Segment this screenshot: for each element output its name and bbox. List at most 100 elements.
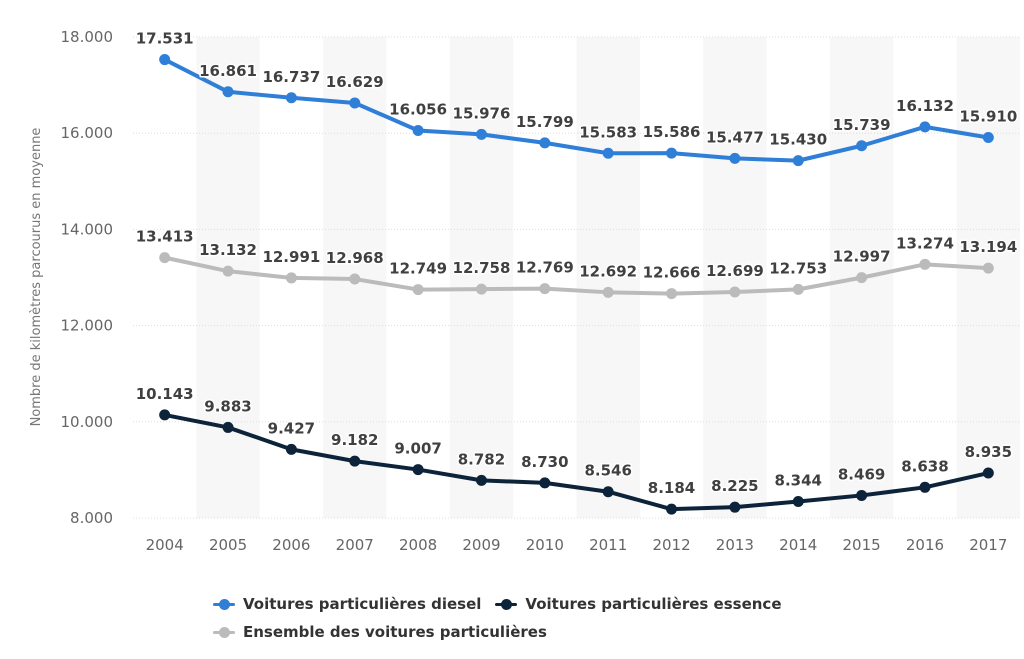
y-tick-label: 8.000 — [70, 509, 113, 527]
data-label: 8.225 — [711, 477, 758, 495]
x-tick-label: 2012 — [652, 536, 690, 554]
data-point[interactable] — [856, 489, 868, 501]
data-label: 16.737 — [262, 68, 320, 86]
data-label: 9.427 — [268, 419, 315, 437]
data-point[interactable] — [602, 147, 614, 159]
data-label: 15.477 — [706, 128, 764, 146]
y-tick-label: 12.000 — [61, 317, 114, 335]
data-point[interactable] — [412, 464, 424, 476]
data-point[interactable] — [982, 262, 994, 274]
data-point[interactable] — [539, 137, 551, 149]
legend-item-ensemble[interactable]: Ensemble des voitures particulières — [213, 623, 547, 641]
data-label: 12.997 — [833, 248, 891, 266]
data-point[interactable] — [919, 121, 931, 133]
data-point[interactable] — [475, 474, 487, 486]
legend-swatch-essence — [495, 598, 518, 610]
legend-item-diesel[interactable]: Voitures particulières diesel — [213, 595, 481, 613]
data-label: 17.531 — [136, 30, 194, 48]
data-point[interactable] — [919, 481, 931, 493]
data-label: 16.629 — [326, 73, 384, 91]
data-point[interactable] — [919, 258, 931, 270]
x-tick-label: 2007 — [336, 536, 374, 554]
data-label: 8.730 — [521, 453, 568, 471]
data-label: 15.799 — [516, 113, 574, 131]
x-tick-label: 2016 — [906, 536, 944, 554]
x-tick-label: 2014 — [779, 536, 817, 554]
y-axis-tick-labels: 8.000 10.000 12.000 14.000 16.000 18.000 — [61, 28, 114, 527]
data-label: 16.056 — [389, 101, 447, 119]
series-line — [162, 255, 991, 296]
data-point[interactable] — [792, 155, 804, 167]
data-point[interactable] — [222, 265, 234, 277]
data-label: 12.753 — [769, 259, 827, 277]
data-point[interactable] — [539, 283, 551, 295]
data-point[interactable] — [602, 486, 614, 498]
data-point[interactable] — [792, 495, 804, 507]
legend-item-essence[interactable]: Voitures particulières essence — [495, 595, 782, 613]
legend-label-essence: Voitures particulières essence — [525, 595, 782, 613]
data-point[interactable] — [729, 501, 741, 513]
x-tick-label: 2017 — [969, 536, 1007, 554]
data-point[interactable] — [792, 283, 804, 295]
data-point[interactable] — [475, 283, 487, 295]
column-band — [956, 37, 1020, 518]
data-label: 8.344 — [775, 471, 822, 489]
data-label: 12.666 — [643, 264, 701, 282]
data-point[interactable] — [222, 86, 234, 98]
data-point[interactable] — [729, 152, 741, 164]
data-label: 15.430 — [769, 131, 827, 149]
data-label: 9.007 — [394, 440, 441, 458]
data-label: 12.968 — [326, 249, 384, 267]
data-point[interactable] — [982, 132, 994, 144]
data-label: 8.184 — [648, 479, 695, 497]
data-label: 8.546 — [584, 462, 631, 480]
data-point[interactable] — [602, 286, 614, 298]
data-point[interactable] — [856, 272, 868, 284]
data-point[interactable] — [539, 477, 551, 489]
data-point[interactable] — [349, 455, 361, 467]
series-line — [162, 412, 991, 512]
data-label: 8.469 — [838, 465, 885, 483]
legend-swatch-ensemble — [213, 626, 235, 638]
column-band — [576, 37, 640, 518]
legend-label-ensemble: Ensemble des voitures particulières — [243, 623, 547, 641]
legend: Voitures particulières diesel Voitures p… — [213, 590, 796, 646]
data-label: 12.769 — [516, 259, 574, 277]
data-point[interactable] — [159, 54, 171, 66]
x-tick-label: 2009 — [462, 536, 500, 554]
data-point[interactable] — [285, 443, 297, 455]
x-tick-label: 2005 — [209, 536, 247, 554]
data-labels: 17.531 16.861 16.737 16.629 16.056 15.976 15.7… — [134, 28, 1019, 499]
data-point[interactable] — [666, 147, 678, 159]
data-label: 9.182 — [331, 431, 378, 449]
data-point[interactable] — [666, 288, 678, 300]
x-tick-label: 2015 — [843, 536, 881, 554]
column-band — [196, 37, 260, 518]
data-point[interactable] — [349, 273, 361, 285]
horizontal-gridlines — [133, 36, 1020, 519]
data-point[interactable] — [475, 128, 487, 140]
data-point[interactable] — [349, 97, 361, 109]
legend-swatch-diesel — [213, 598, 235, 610]
data-point[interactable] — [856, 140, 868, 152]
x-tick-label: 2011 — [589, 536, 627, 554]
data-label: 13.194 — [959, 238, 1017, 256]
data-point[interactable] — [285, 272, 297, 284]
x-axis-tick-labels: 2004 2005 2006 2007 2008 2009 2010 2011 2012 2013… — [146, 536, 1008, 554]
column-band — [703, 37, 767, 518]
data-point[interactable] — [159, 252, 171, 264]
data-point[interactable] — [222, 421, 234, 433]
data-point[interactable] — [412, 284, 424, 296]
x-tick-label: 2006 — [272, 536, 310, 554]
data-point[interactable] — [285, 92, 297, 104]
data-point[interactable] — [666, 503, 678, 515]
data-point[interactable] — [159, 409, 171, 421]
data-label: 9.883 — [204, 397, 251, 415]
data-point[interactable] — [729, 286, 741, 298]
data-point[interactable] — [412, 125, 424, 137]
data-label: 12.699 — [706, 262, 764, 280]
data-label: 12.991 — [262, 248, 320, 266]
data-point[interactable] — [982, 467, 994, 479]
y-axis-label: Nombre de kilomètres parcourus en moyenn… — [29, 128, 44, 427]
